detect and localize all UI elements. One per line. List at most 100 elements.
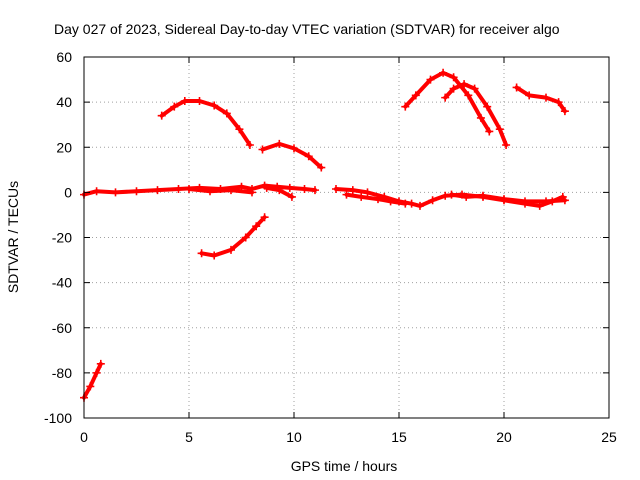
data-point (521, 197, 529, 206)
data-point (560, 107, 569, 116)
series-line (403, 70, 492, 134)
data-point (357, 192, 366, 201)
data-point (439, 68, 448, 77)
x-tick-label: 10 (286, 429, 302, 445)
data-point (470, 84, 479, 93)
data-point (554, 98, 563, 107)
series-line (82, 361, 103, 400)
data-series-arc-9 (185, 184, 256, 197)
data-point (485, 127, 494, 136)
x-tick-label: 20 (496, 429, 512, 445)
x-tick-label: 15 (391, 429, 407, 445)
y-axis-label: SDTVAR / TECUs (5, 181, 21, 293)
data-series-arc-12 (342, 190, 410, 208)
y-tick-label: -100 (44, 410, 72, 426)
data-point (441, 191, 450, 200)
data-point (210, 251, 219, 260)
data-point (460, 80, 469, 89)
data-point (235, 125, 244, 134)
data-point (542, 93, 550, 102)
x-axis-label: GPS time / hours (291, 458, 398, 474)
axis-ticks: 0 5 10 15 20 25 -100 -80 -60 -40 -20 0 20 40 60 (44, 49, 617, 445)
y-tick-label: 40 (56, 94, 72, 110)
x-tick-label: 25 (601, 429, 617, 445)
series-line (159, 99, 252, 147)
series-line (334, 187, 565, 208)
data-point (374, 195, 382, 204)
data-series-arc-10 (262, 183, 296, 201)
data-point (132, 187, 141, 196)
y-tick-label: 0 (64, 184, 72, 200)
data-point (185, 184, 193, 193)
chart-title: Day 027 of 2023, Sidereal Day-to-day VTE… (54, 21, 560, 37)
data-series-arc-3 (197, 213, 269, 260)
data-point (157, 111, 166, 120)
y-tick-label: -60 (52, 320, 72, 336)
data-series-group (80, 68, 569, 402)
data-point (174, 184, 183, 193)
data-point (401, 199, 410, 208)
data-point (363, 188, 372, 197)
data-point (248, 188, 256, 197)
data-point (227, 186, 235, 195)
data-point (92, 368, 101, 377)
y-tick-label: -40 (52, 275, 72, 291)
data-point (348, 186, 357, 195)
data-point (525, 91, 534, 100)
data-point (560, 196, 569, 205)
data-point (275, 139, 284, 148)
data-point (111, 188, 120, 197)
data-point (290, 144, 298, 153)
data-point (416, 201, 424, 210)
y-tick-label: -20 (52, 230, 72, 246)
data-point (96, 359, 105, 368)
data-point (227, 245, 235, 254)
data-point (180, 96, 189, 105)
data-point (260, 213, 269, 222)
data-point (500, 195, 508, 204)
data-point (449, 84, 458, 93)
data-point (210, 101, 219, 110)
data-point (262, 183, 271, 192)
data-point (441, 93, 450, 102)
data-point (287, 192, 296, 201)
data-point (332, 184, 340, 193)
data-series-arc-5 (401, 68, 494, 136)
data-point (483, 102, 492, 111)
y-tick-label: -80 (52, 365, 72, 381)
data-point (542, 197, 550, 206)
data-point (92, 187, 101, 196)
data-point (502, 140, 511, 149)
series-line (187, 187, 254, 195)
x-tick-label: 0 (80, 429, 88, 445)
data-point (170, 102, 179, 111)
data-point (311, 186, 319, 195)
x-tick-label: 5 (185, 429, 193, 445)
data-series-arc-2 (157, 96, 254, 149)
data-point (428, 196, 437, 205)
data-point (300, 184, 309, 193)
data-point (275, 186, 284, 195)
data-point (386, 197, 395, 206)
data-point (449, 73, 458, 82)
data-series-arc-7 (512, 83, 569, 116)
data-point (86, 382, 95, 391)
data-point (342, 190, 351, 199)
data-point (411, 91, 420, 100)
data-point (195, 96, 204, 105)
data-series-arc-13 (447, 190, 569, 206)
data-point (153, 186, 162, 195)
data-point (476, 113, 485, 122)
data-point (304, 152, 313, 161)
data-series-arc-6 (441, 80, 511, 149)
data-point (241, 233, 250, 242)
data-point (245, 140, 254, 149)
data-point (285, 183, 294, 192)
data-point (401, 102, 410, 111)
data-point (258, 145, 267, 154)
y-tick-label: 60 (56, 49, 72, 65)
data-point (447, 190, 456, 199)
data-point (464, 91, 473, 100)
